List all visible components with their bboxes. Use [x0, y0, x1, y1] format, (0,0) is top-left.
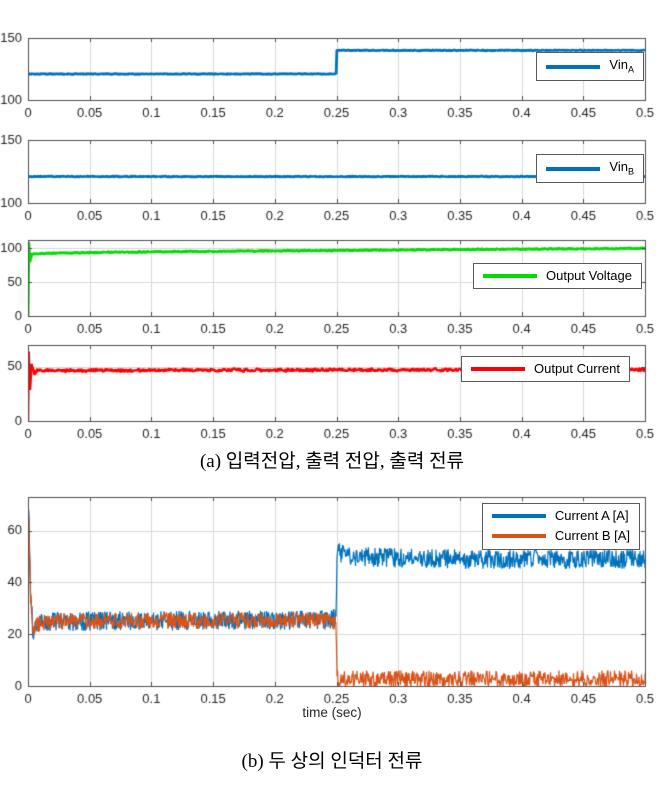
- legend-entry: Current A [A]: [491, 508, 630, 523]
- legend-line-sample: [491, 534, 546, 539]
- legend-line-sample: [482, 274, 537, 279]
- legend-entry: Output Voltage: [482, 268, 632, 283]
- legend-line-sample: [546, 166, 601, 171]
- caption-b: (b) 두 상의 인덕터 전류: [241, 751, 423, 772]
- legend-output-current: Output Current: [461, 356, 630, 383]
- legend-entry: Current B [A]: [491, 528, 630, 544]
- legend-entry: VinA: [546, 57, 634, 75]
- legend-label: Output Current: [534, 361, 620, 376]
- legend-vin-a: VinA: [536, 52, 644, 82]
- x-axis-label: time (sec): [302, 705, 362, 720]
- legend-label: VinB: [609, 159, 634, 177]
- legend-label: VinA: [609, 57, 634, 75]
- legend-label: Output Voltage: [545, 268, 632, 283]
- legend-line-sample: [491, 514, 546, 519]
- legend-output-voltage: Output Voltage: [472, 263, 642, 290]
- legend-entry: Output Current: [471, 361, 620, 376]
- legend-vin-b: VinB: [536, 154, 644, 184]
- legend-label: Current B [A]: [554, 528, 630, 544]
- legend-line-sample: [471, 367, 525, 372]
- legend-inductor-currents: Current A [A] Current B [A]: [481, 503, 640, 550]
- legend-entry: VinB: [546, 159, 634, 177]
- plot-output-current-canvas: [0, 335, 664, 449]
- legend-label: Current A [A]: [554, 508, 629, 523]
- legend-line-sample: [546, 64, 601, 69]
- caption-a: (a) 입력전압, 출력 전압, 출력 전류: [199, 451, 465, 472]
